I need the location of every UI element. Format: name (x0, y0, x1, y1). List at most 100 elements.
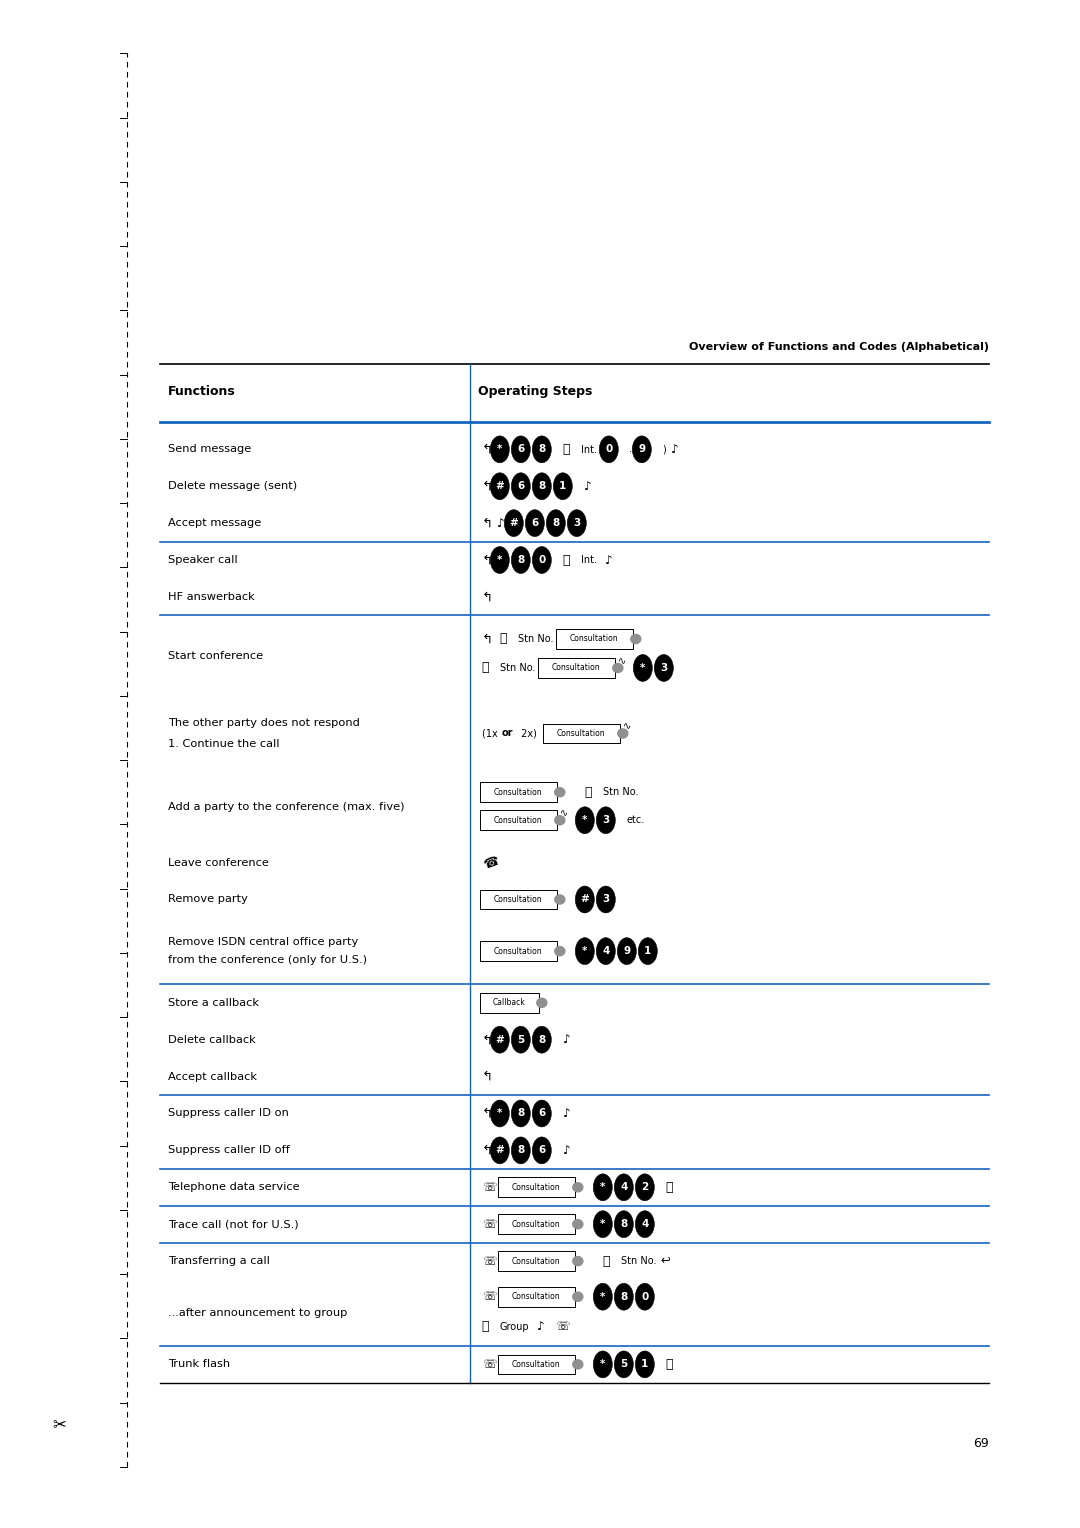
Text: Delete callback: Delete callback (167, 1034, 256, 1045)
Text: Consultation: Consultation (512, 1360, 561, 1369)
Text: ☏: ☏ (482, 1290, 497, 1303)
Text: etc.: etc. (626, 816, 645, 825)
Text: 6: 6 (538, 1108, 545, 1118)
Text: or: or (502, 729, 513, 738)
Text: ⌗: ⌗ (584, 785, 592, 799)
Text: *: * (600, 1360, 606, 1369)
Circle shape (635, 1351, 654, 1378)
Text: Int. (: Int. ( (581, 445, 604, 454)
Circle shape (596, 807, 616, 834)
Circle shape (596, 938, 616, 964)
Text: 1. Continue the call: 1. Continue the call (167, 738, 280, 749)
Text: 2x): 2x) (517, 729, 537, 738)
Text: ♪: ♪ (563, 1144, 570, 1157)
Text: ☏: ☏ (482, 1358, 497, 1371)
Text: Trunk flash: Trunk flash (167, 1360, 230, 1369)
Text: Delete message (sent): Delete message (sent) (167, 481, 297, 490)
Text: ↰: ↰ (482, 516, 492, 530)
Text: Int.: Int. (581, 555, 597, 565)
Text: 4: 4 (603, 946, 609, 957)
Text: 8: 8 (620, 1219, 627, 1229)
Circle shape (593, 1284, 612, 1309)
Circle shape (599, 435, 618, 463)
Text: Consultation: Consultation (512, 1183, 561, 1192)
Circle shape (638, 938, 658, 964)
Text: ☏: ☏ (482, 1218, 497, 1230)
Text: 3: 3 (603, 894, 609, 905)
Circle shape (615, 1210, 633, 1238)
Text: *: * (582, 946, 588, 957)
Circle shape (511, 1137, 530, 1164)
Text: ∿: ∿ (559, 808, 568, 819)
Circle shape (632, 435, 651, 463)
Text: ↰: ↰ (482, 1144, 492, 1157)
Text: #: # (496, 481, 504, 490)
Ellipse shape (554, 946, 566, 957)
FancyBboxPatch shape (480, 941, 557, 961)
Ellipse shape (572, 1256, 583, 1267)
Text: 1: 1 (559, 481, 566, 490)
Ellipse shape (617, 729, 629, 738)
Circle shape (525, 510, 544, 536)
Text: 8: 8 (517, 1146, 525, 1155)
FancyBboxPatch shape (538, 659, 615, 678)
Text: Consultation: Consultation (494, 895, 542, 905)
Text: HF answerback: HF answerback (167, 591, 255, 602)
Text: *: * (497, 555, 502, 565)
Text: *: * (640, 663, 646, 672)
Circle shape (532, 1100, 551, 1128)
Text: 69: 69 (973, 1438, 989, 1450)
Text: #: # (580, 894, 590, 905)
Text: ⌗: ⌗ (482, 662, 489, 674)
Circle shape (633, 654, 652, 681)
Circle shape (635, 1210, 654, 1238)
Text: 6: 6 (517, 481, 525, 490)
Text: ☏: ☏ (482, 1181, 497, 1193)
Text: Start conference: Start conference (167, 651, 262, 662)
Text: Stn No.: Stn No. (517, 634, 553, 643)
Text: *: * (600, 1291, 606, 1302)
Text: Suppress caller ID off: Suppress caller ID off (167, 1146, 289, 1155)
FancyBboxPatch shape (498, 1287, 575, 1306)
Text: ↩: ↩ (661, 1254, 671, 1268)
FancyBboxPatch shape (480, 889, 557, 909)
Circle shape (635, 1284, 654, 1309)
Circle shape (511, 547, 530, 573)
Text: ☏: ☏ (555, 1320, 569, 1334)
Text: Callback: Callback (492, 998, 526, 1007)
Text: ↰: ↰ (482, 633, 492, 645)
Text: Transferring a call: Transferring a call (167, 1256, 270, 1267)
Text: 6: 6 (517, 445, 525, 454)
Text: Trace call (not for U.S.): Trace call (not for U.S.) (167, 1219, 298, 1229)
Text: ): ) (662, 445, 665, 454)
Circle shape (490, 435, 510, 463)
Text: ↰: ↰ (482, 590, 492, 604)
Text: ↰: ↰ (482, 443, 492, 455)
Text: The other party does not respond: The other party does not respond (167, 718, 360, 729)
Text: 3: 3 (660, 663, 667, 672)
Text: ↰: ↰ (482, 553, 492, 567)
Ellipse shape (572, 1291, 583, 1302)
Text: Consultation: Consultation (512, 1219, 561, 1229)
Text: 8: 8 (517, 555, 525, 565)
Text: 1: 1 (644, 946, 651, 957)
Text: ⌗: ⌗ (665, 1358, 673, 1371)
FancyBboxPatch shape (480, 993, 539, 1013)
Text: 0: 0 (642, 1291, 648, 1302)
FancyBboxPatch shape (480, 810, 557, 830)
Text: Consultation: Consultation (512, 1293, 561, 1302)
Text: #: # (510, 518, 518, 529)
Text: ↰: ↰ (482, 1106, 492, 1120)
Text: 0: 0 (605, 445, 612, 454)
Text: Functions: Functions (167, 385, 235, 399)
Text: Add a party to the conference (max. five): Add a party to the conference (max. five… (167, 802, 404, 813)
Circle shape (593, 1351, 612, 1378)
Circle shape (511, 435, 530, 463)
Text: ⌗: ⌗ (482, 1320, 489, 1334)
Text: ⌗: ⌗ (603, 1254, 610, 1268)
Text: Store a callback: Store a callback (167, 998, 259, 1008)
Text: *: * (600, 1219, 606, 1229)
Text: Remove party: Remove party (167, 894, 247, 905)
Circle shape (635, 1174, 654, 1201)
Circle shape (615, 1284, 633, 1309)
